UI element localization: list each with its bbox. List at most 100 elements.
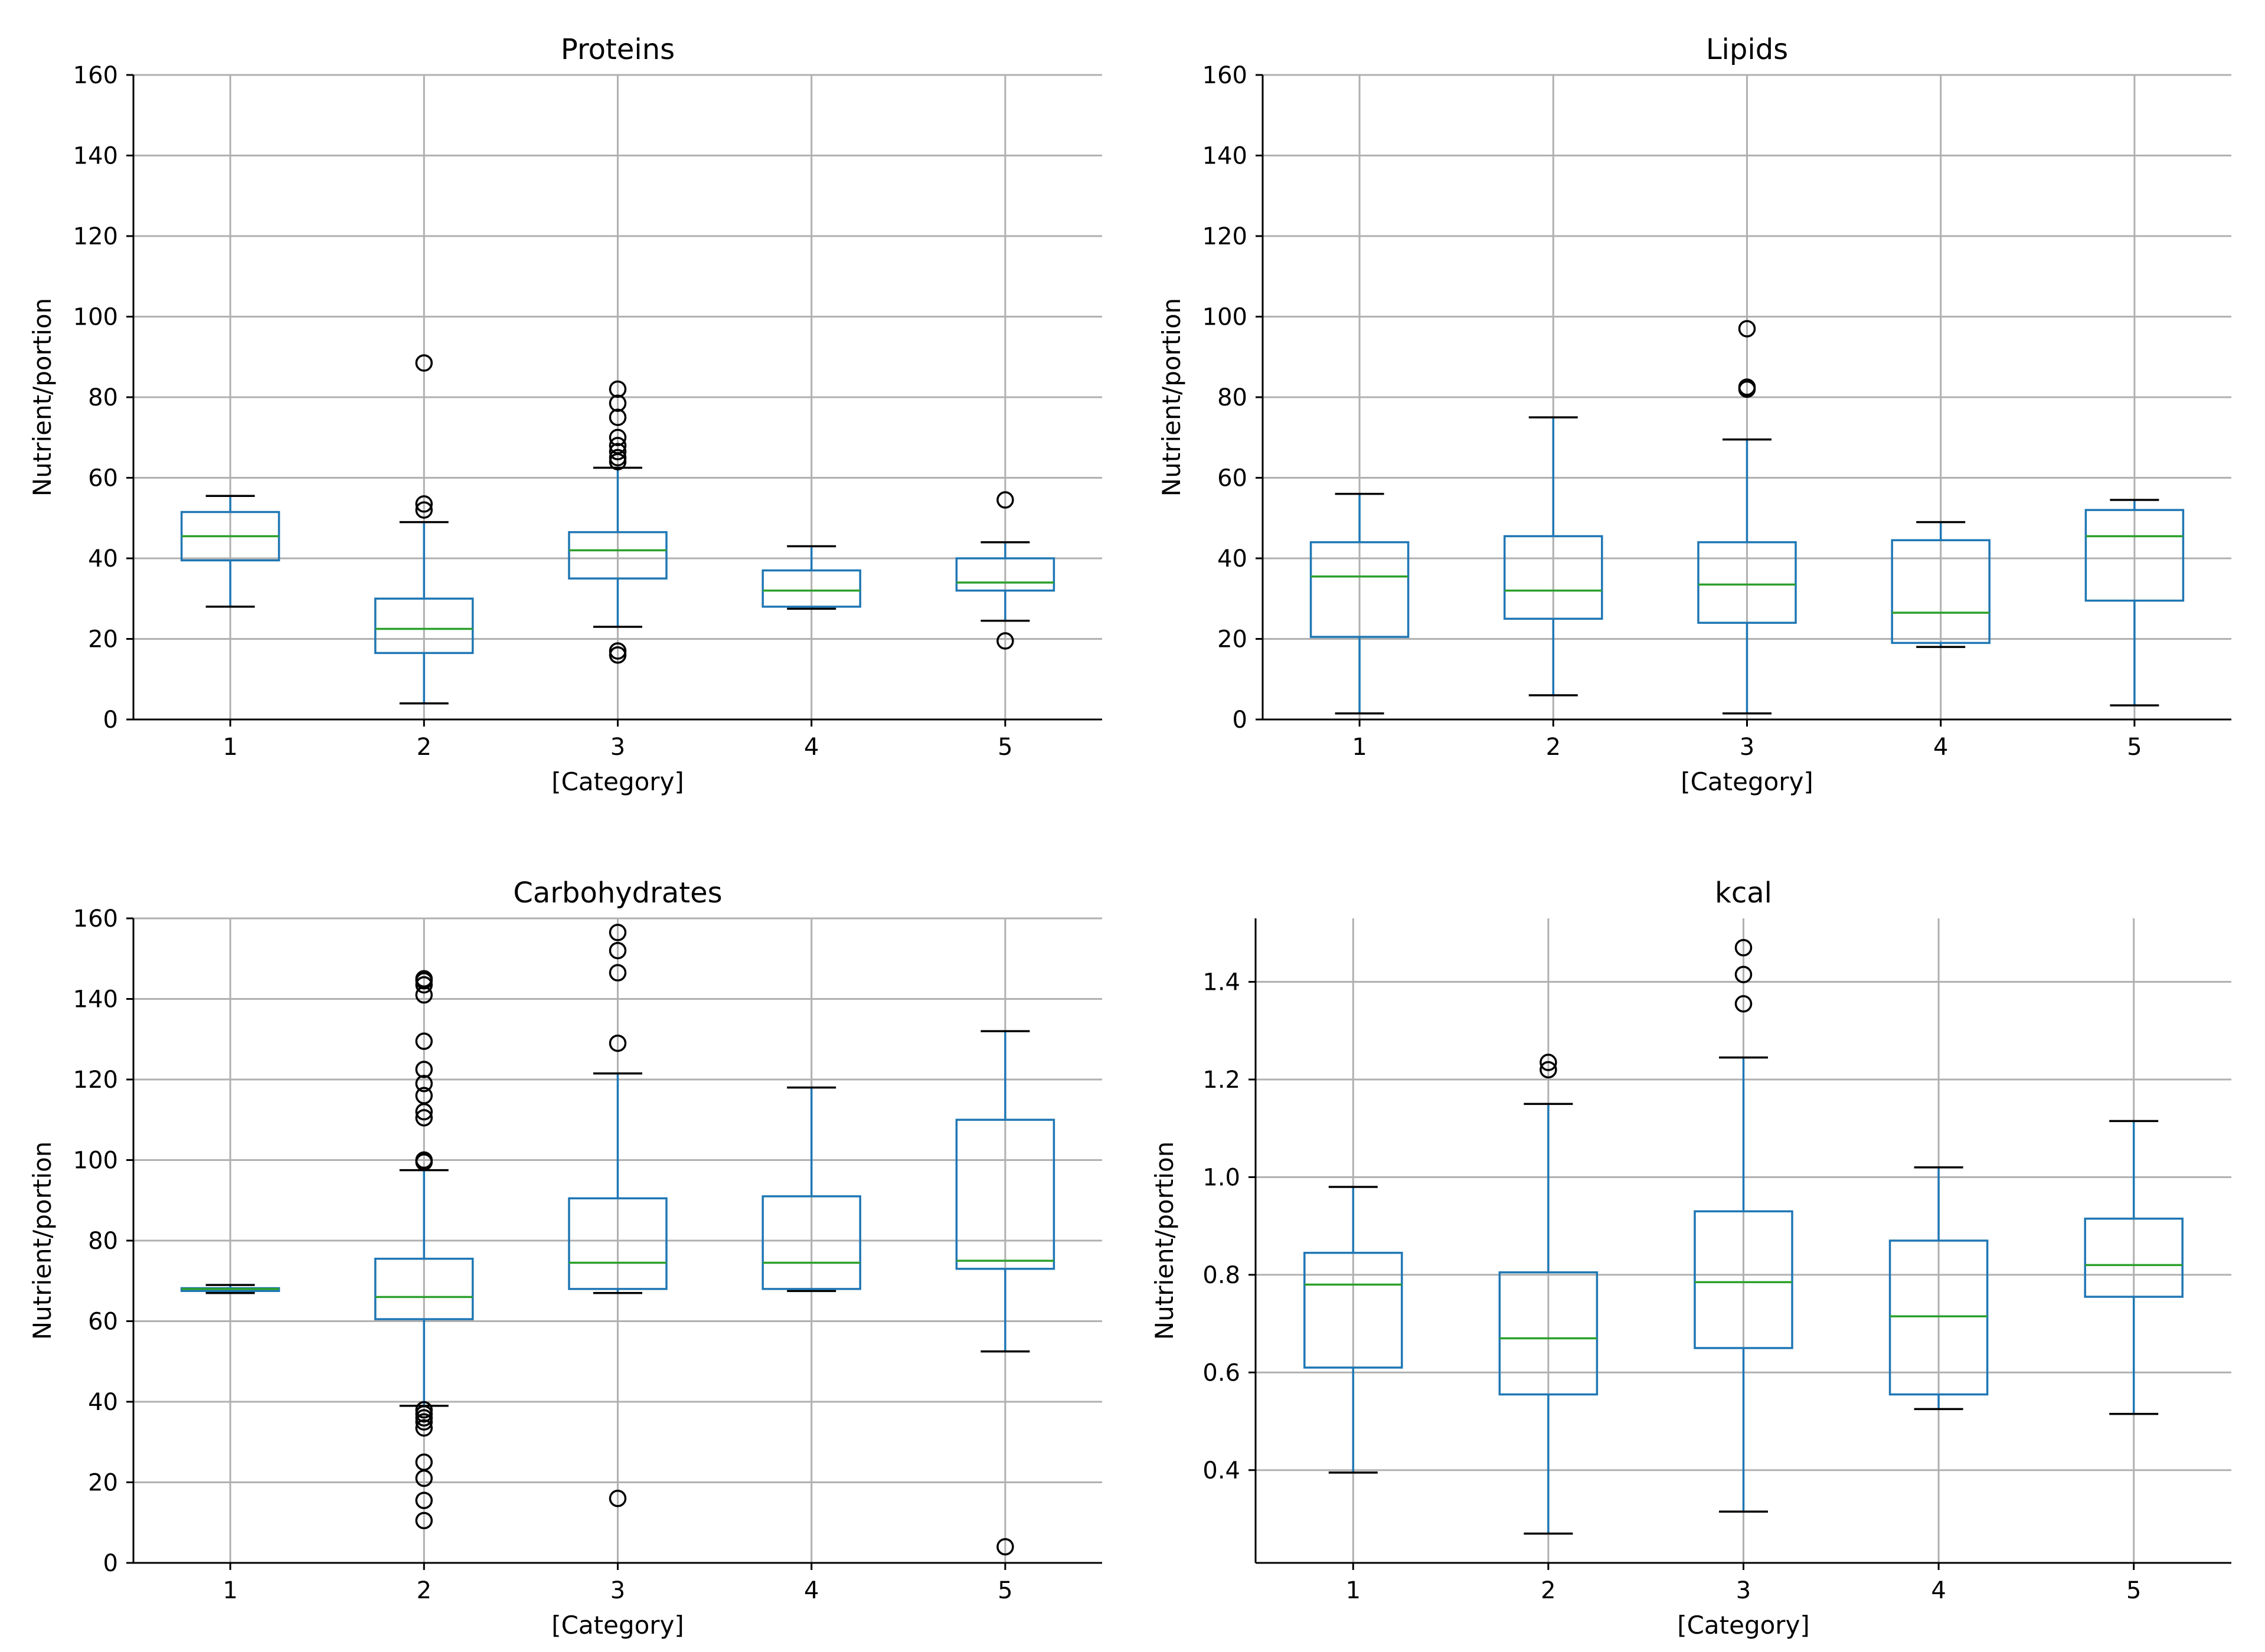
y-tick-label: 140 xyxy=(73,986,118,1013)
y-tick-label: 1.4 xyxy=(1202,969,1240,996)
box-category-4 xyxy=(761,545,861,610)
outlier-point xyxy=(415,1491,433,1509)
iqr-box xyxy=(1694,1210,1793,1349)
box-category-4 xyxy=(761,1086,861,1293)
y-tick-label: 160 xyxy=(73,62,118,89)
y-tick-label: 0 xyxy=(103,706,118,734)
iqr-box xyxy=(1891,539,1991,645)
y-tick-label: 120 xyxy=(1202,223,1247,250)
y-tick-label: 160 xyxy=(1202,62,1247,89)
y-tick-label: 80 xyxy=(88,384,118,411)
subplot-lipids: Lipids [Category] Nutrient/portion 0 20 40… xyxy=(1157,33,2231,796)
outlier-point xyxy=(609,408,627,426)
box-category-3 xyxy=(1694,938,1793,1513)
y-tick-label: 60 xyxy=(88,465,118,492)
x-tick-label: 3 xyxy=(610,734,625,761)
subplot-title: Carbohydrates xyxy=(513,876,722,910)
outlier-point xyxy=(415,495,433,513)
outlier-point xyxy=(415,1061,433,1078)
y-axis-label: Nutrient/portion xyxy=(1150,1141,1179,1340)
x-axis-label: [Category] xyxy=(551,1611,684,1640)
iqr-box xyxy=(1504,535,1603,620)
subplot-kcal: kcal [Category] Nutrient/portion 0.4 0.6 0… xyxy=(1150,876,2231,1640)
x-tick-label: 2 xyxy=(417,734,432,761)
outlier-point xyxy=(415,1151,433,1169)
outlier-point xyxy=(609,449,627,467)
y-tick-label: 60 xyxy=(88,1308,118,1336)
box-category-1 xyxy=(1303,1186,1403,1474)
box-category-4 xyxy=(1891,521,1991,648)
outlier-point xyxy=(1734,938,1753,957)
box-category-3 xyxy=(568,924,668,1507)
subplot-title: Lipids xyxy=(1706,33,1788,66)
x-tick-label: 1 xyxy=(1346,1577,1361,1604)
x-axis-label: [Category] xyxy=(1677,1611,1810,1640)
x-tick-label: 2 xyxy=(1541,1577,1555,1604)
outlier-point xyxy=(996,632,1014,650)
y-tick-label: 160 xyxy=(73,905,118,933)
box-category-2 xyxy=(1504,416,1603,696)
x-tick-label: 4 xyxy=(804,734,819,761)
outlier-point xyxy=(415,1401,433,1419)
y-axis-label: Nutrient/portion xyxy=(28,1141,57,1340)
outlier-point xyxy=(609,941,627,960)
x-tick-label: 5 xyxy=(2127,734,2142,761)
box-category-2 xyxy=(374,354,474,705)
box-category-3 xyxy=(1697,320,1797,715)
y-tick-label: 100 xyxy=(73,304,118,331)
y-tick-label: 80 xyxy=(88,1228,118,1255)
outlier-point xyxy=(415,1453,433,1471)
outlier-point xyxy=(609,924,627,941)
y-tick-label: 1.0 xyxy=(1202,1164,1240,1191)
y-tick-label: 20 xyxy=(1217,626,1247,653)
outlier-point xyxy=(1540,1061,1557,1079)
y-tick-label: 20 xyxy=(88,1470,118,1497)
x-axis-label: [Category] xyxy=(551,767,684,796)
outlier-point xyxy=(415,501,433,519)
iqr-box xyxy=(568,1197,668,1290)
subplot-title: kcal xyxy=(1715,876,1772,910)
iqr-box xyxy=(1303,1251,1403,1369)
box-category-1 xyxy=(180,1284,280,1294)
iqr-box xyxy=(2084,509,2185,602)
x-tick-label: 3 xyxy=(1740,734,1754,761)
outlier-point xyxy=(415,1109,433,1127)
x-tick-label: 3 xyxy=(610,1577,625,1604)
y-tick-label: 0.8 xyxy=(1202,1262,1240,1289)
iqr-box xyxy=(1888,1239,1989,1396)
x-tick-label: 3 xyxy=(1736,1577,1751,1604)
box-category-4 xyxy=(1888,1166,1989,1411)
outlier-point xyxy=(415,1419,433,1437)
box-category-5 xyxy=(2084,499,2185,706)
y-axis-label: Nutrient/portion xyxy=(1157,298,1186,497)
y-tick-label: 100 xyxy=(1202,304,1247,331)
outlier-point xyxy=(415,1512,433,1530)
outlier-point xyxy=(609,394,627,412)
iqr-box xyxy=(955,1118,1055,1270)
outlier-point xyxy=(609,428,627,446)
y-tick-label: 40 xyxy=(88,545,118,573)
x-tick-label: 4 xyxy=(1933,734,1948,761)
y-tick-label: 120 xyxy=(73,1067,118,1094)
y-tick-label: 1.2 xyxy=(1202,1067,1240,1094)
x-axis-label: [Category] xyxy=(1681,767,1813,796)
outlier-point xyxy=(415,354,433,372)
outlier-point xyxy=(1738,378,1756,396)
box-category-5 xyxy=(955,491,1055,650)
outlier-point xyxy=(1734,966,1753,983)
iqr-box xyxy=(1498,1271,1599,1396)
box-category-2 xyxy=(1498,1054,1599,1535)
iqr-box xyxy=(374,597,474,655)
outlier-point xyxy=(609,443,627,460)
y-tick-label: 100 xyxy=(73,1147,118,1175)
outlier-point xyxy=(1540,1054,1557,1071)
iqr-box xyxy=(761,569,861,608)
iqr-box xyxy=(1697,541,1797,624)
box-category-2 xyxy=(374,970,474,1530)
y-tick-label: 80 xyxy=(1217,384,1247,411)
x-tick-label: 5 xyxy=(998,1577,1012,1604)
x-tick-label: 4 xyxy=(804,1577,819,1604)
box-category-5 xyxy=(955,1030,1055,1556)
